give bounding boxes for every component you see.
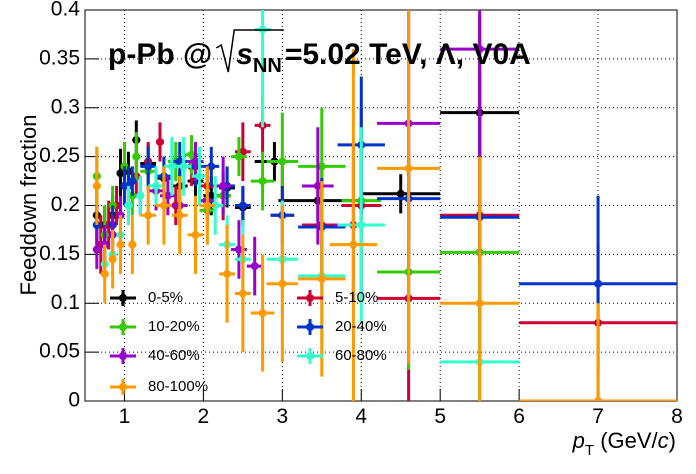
data-point	[195, 172, 204, 181]
legend: 0-5% 5-10% 10-20% 20-40% 40-60% 60-80% 80-100%	[110, 289, 387, 395]
data-point	[144, 162, 153, 171]
legend-marker	[306, 352, 314, 360]
y-tick-label: 0.4	[51, 0, 81, 21]
data-point	[128, 177, 137, 186]
data-point	[167, 162, 176, 171]
data-point	[191, 157, 200, 166]
data-point	[207, 162, 216, 171]
legend-label: 10-20%	[148, 318, 200, 335]
legend-label: 0-5%	[148, 289, 183, 306]
data-point	[317, 274, 326, 283]
data-point	[475, 299, 484, 308]
legend-label: 40-60%	[148, 347, 200, 364]
data-point	[234, 245, 243, 254]
data-point	[155, 137, 164, 146]
y-tick-label: 0.05	[39, 340, 80, 363]
legend-label: 5-10%	[335, 289, 378, 306]
data-point	[144, 211, 153, 220]
data-point	[278, 157, 287, 166]
x-tick-label: 5	[434, 405, 446, 428]
title-sub: NN	[253, 55, 282, 77]
data-point	[594, 397, 603, 401]
y-tick-label: 0	[68, 389, 80, 412]
data-point	[163, 191, 172, 200]
data-point	[179, 162, 188, 171]
data-point	[396, 189, 405, 198]
data-point	[92, 245, 101, 254]
legend-label: 60-80%	[335, 347, 387, 364]
y-tick-label: 0.15	[39, 242, 80, 265]
title: p-Pb @ s NN =5.02 TeV, Λ, V0A	[108, 29, 531, 77]
legend-marker	[306, 294, 314, 302]
y-tick-label: 0.35	[39, 46, 80, 69]
legend-marker	[119, 383, 127, 391]
title-rest: =5.02 TeV, Λ, V0A	[285, 38, 531, 71]
x-axis-label: pT (GeV/c)	[572, 428, 676, 459]
data-point	[116, 169, 125, 178]
x-label-sub: T	[585, 442, 594, 459]
data-point	[278, 279, 287, 288]
marks	[92, 10, 677, 401]
data-point	[357, 221, 366, 230]
legend-marker	[119, 323, 127, 331]
data-point	[108, 255, 117, 264]
data-point	[238, 201, 247, 210]
data-point	[92, 181, 101, 190]
data-point	[250, 262, 259, 271]
data-point	[313, 181, 322, 190]
title-text: p-Pb @	[108, 38, 212, 71]
x-tick-label: 1	[119, 405, 131, 428]
data-point	[238, 289, 247, 298]
x-tick-label: 3	[276, 405, 288, 428]
legend-marker	[119, 352, 127, 360]
data-point	[234, 152, 243, 161]
data-point	[128, 240, 137, 249]
data-point	[187, 150, 196, 159]
data-point	[258, 309, 267, 318]
data-point	[136, 191, 145, 200]
data-point	[116, 240, 125, 249]
x-label-p: p	[572, 428, 585, 453]
x-tick-label: 2	[198, 405, 210, 428]
grid: 0 0.05 0.1 0.15 0.2 0.25 0.3 0.35 0.4 1 2 3 4 5 6 7 8	[39, 0, 683, 428]
x-tick-label: 6	[513, 405, 525, 428]
data-point	[317, 162, 326, 171]
data-point	[404, 164, 413, 173]
y-tick-label: 0.3	[51, 95, 80, 118]
x-tick-label: 8	[671, 405, 683, 428]
data-point	[203, 201, 212, 210]
data-point	[349, 240, 358, 249]
data-point	[219, 181, 228, 190]
data-point	[475, 45, 484, 54]
x-label-c: c	[658, 428, 669, 453]
y-axis-label: Feeddown fraction	[16, 115, 41, 296]
y-tick-label: 0.1	[51, 291, 80, 314]
x-tick-label: 7	[592, 405, 604, 428]
title-radical	[215, 29, 284, 73]
title-s: s	[236, 38, 253, 71]
legend-label: 20-40%	[335, 318, 387, 335]
data-point	[223, 269, 232, 278]
data-point	[175, 211, 184, 220]
data-point	[124, 201, 133, 210]
legend-label: 80-100%	[148, 378, 208, 395]
data-point	[159, 201, 168, 210]
data-point	[132, 152, 141, 161]
x-tick-label: 4	[355, 405, 367, 428]
data-point	[152, 181, 161, 190]
legend-marker	[306, 323, 314, 331]
y-tick-label: 0.2	[51, 193, 80, 216]
legend-marker	[119, 294, 127, 302]
x-label-close: )	[669, 428, 676, 453]
x-label-unit: (GeV/	[594, 428, 658, 453]
data-point	[100, 269, 109, 278]
data-point	[191, 230, 200, 239]
data-point	[594, 279, 603, 288]
data-point	[258, 177, 267, 186]
y-tick-label: 0.25	[39, 144, 80, 167]
